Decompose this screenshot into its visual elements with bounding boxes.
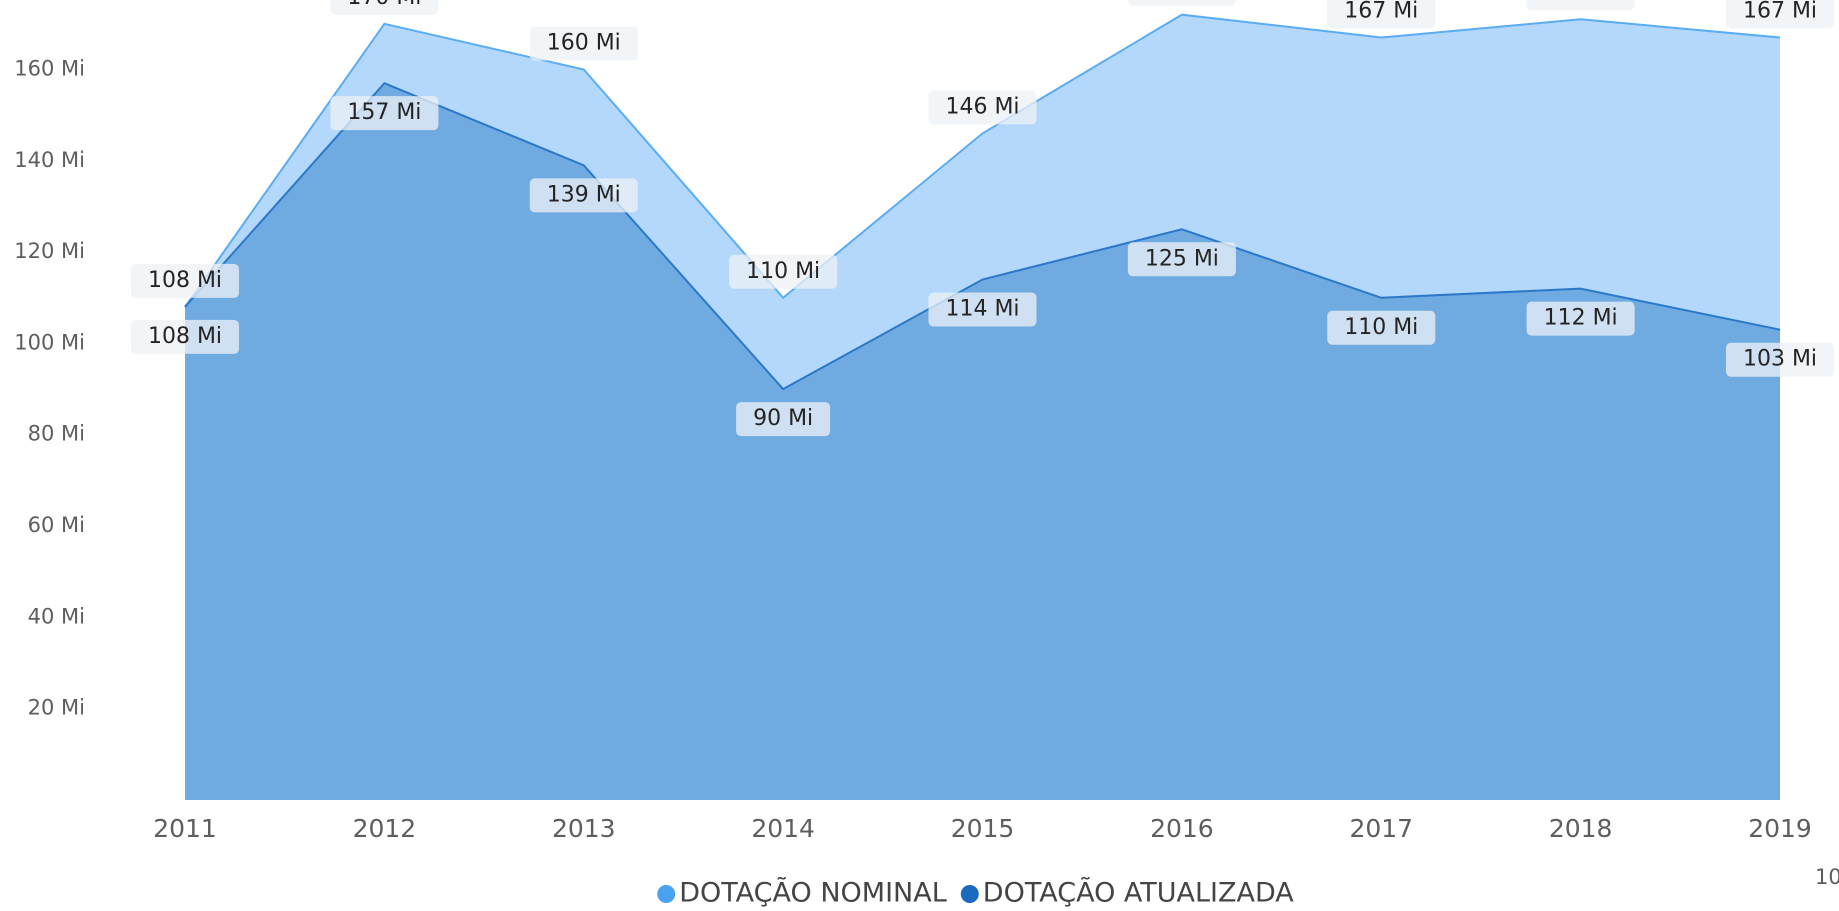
legend-label: DOTAÇÃO NOMINAL (679, 877, 947, 909)
data-label: 103 Mi (1743, 347, 1817, 372)
y-tick-label: 40 Mi (28, 604, 85, 628)
data-label-bg (529, 26, 638, 61)
data-label: 171 Mi (1544, 0, 1618, 5)
data-label-bg (1327, 310, 1436, 345)
x-tick-label: 2013 (552, 814, 616, 843)
y-tick-label: 100 Mi (14, 330, 85, 354)
x-tick-label: 2015 (951, 814, 1015, 843)
x-tick-label: 2018 (1549, 814, 1613, 843)
y-tick-label: 60 Mi (28, 513, 85, 537)
data-label: 167 Mi (1344, 0, 1418, 24)
corner-text: 10 (1815, 865, 1839, 889)
data-label-bg (529, 178, 638, 213)
data-label-bg (928, 292, 1037, 327)
legend-marker (960, 885, 979, 903)
data-label: 170 Mi (347, 0, 421, 10)
data-label-bg (330, 96, 439, 131)
x-tick-label: 2011 (153, 814, 217, 843)
x-tick-label: 2012 (353, 814, 417, 843)
y-tick-label: 120 Mi (14, 239, 85, 263)
data-label-bg (736, 402, 831, 437)
x-tick-label: 2014 (751, 814, 815, 843)
data-label: 108 Mi (148, 324, 222, 349)
data-label: 160 Mi (547, 30, 621, 55)
data-label-bg (1526, 0, 1635, 11)
area (185, 83, 1780, 800)
x-tick-label: 2017 (1349, 814, 1413, 843)
data-label-bg (1725, 0, 1835, 29)
y-tick-label: 20 Mi (28, 696, 85, 720)
data-label: 172 Mi (1145, 0, 1219, 1)
x-tick-label: 2019 (1748, 814, 1812, 843)
y-tick-label: 140 Mi (14, 148, 85, 172)
data-label: 167 Mi (1743, 0, 1817, 24)
data-label-bg (1327, 0, 1436, 29)
data-label-bg (1127, 0, 1236, 6)
data-label-bg (1725, 342, 1835, 377)
data-label-bg (729, 254, 838, 289)
data-label: 112 Mi (1544, 306, 1618, 331)
y-tick-label: 160 Mi (14, 56, 85, 80)
data-label: 139 Mi (547, 182, 621, 207)
x-tick-label: 2016 (1150, 814, 1214, 843)
data-label: 125 Mi (1145, 246, 1219, 271)
y-tick-label: 80 Mi (28, 422, 85, 446)
data-label-bg (1526, 301, 1635, 336)
data-label-bg (928, 90, 1037, 125)
data-label: 157 Mi (347, 100, 421, 125)
data-label: 90 Mi (753, 406, 813, 431)
data-label-bg (330, 0, 439, 15)
data-label-bg (130, 263, 240, 298)
data-label: 110 Mi (746, 259, 820, 284)
data-label: 146 Mi (945, 94, 1019, 119)
legend-marker (657, 885, 676, 903)
line (184, 81, 1781, 391)
data-label: 114 Mi (945, 297, 1019, 322)
line (184, 13, 1781, 308)
data-label: 108 Mi (148, 268, 222, 293)
data-label-bg (1127, 242, 1236, 277)
data-label: 110 Mi (1344, 315, 1418, 340)
data-label-bg (130, 319, 240, 354)
legend-label: DOTAÇÃO ATUALIZADA (983, 877, 1295, 909)
